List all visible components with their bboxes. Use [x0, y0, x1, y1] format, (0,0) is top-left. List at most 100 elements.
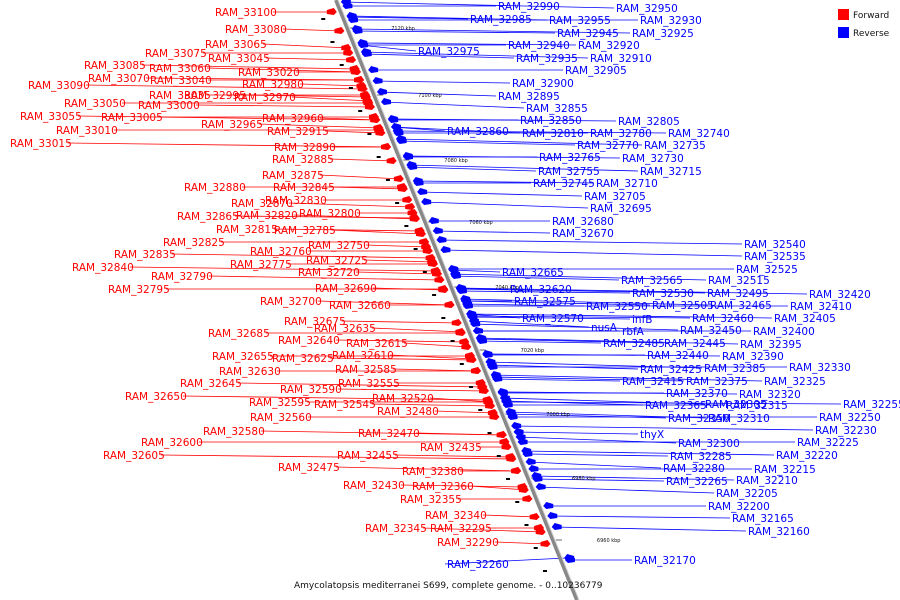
gene-label: RAM_32285 — [670, 451, 732, 463]
gene-glyph — [419, 238, 430, 245]
gene-link — [438, 239, 743, 245]
gene-glyph — [511, 467, 522, 474]
gene-label: RAM_32930 — [640, 15, 702, 27]
feature-marker — [385, 179, 390, 181]
gene-link — [515, 431, 639, 435]
gene-label: RAM_32475 — [278, 462, 340, 474]
feature-marker — [321, 18, 326, 20]
gene-label: RAM_33005 — [101, 112, 163, 124]
gene-glyph — [444, 301, 455, 308]
gene-label: RAM_32705 — [584, 191, 646, 203]
gene-label: RAM_32690 — [315, 283, 377, 295]
gene-link — [335, 339, 468, 343]
gene-link — [354, 30, 556, 34]
gene-glyph — [434, 276, 445, 283]
gene-label: RAM_33020 — [238, 67, 300, 79]
feature-marker — [524, 524, 529, 526]
gene-label: RAM_33055 — [20, 111, 82, 123]
gene-label: RAM_32355 — [400, 494, 462, 506]
gene-label: RAM_32915 — [267, 126, 329, 138]
gene-glyph — [466, 355, 477, 362]
gene-label: RAM_32945 — [557, 28, 619, 40]
gene-glyph — [460, 295, 471, 302]
feature-marker — [422, 271, 427, 273]
gene-link — [527, 461, 662, 469]
gene-label: RAM_33075 — [145, 48, 207, 60]
gene-glyph — [511, 422, 522, 429]
gene-label: RAM_32485 — [603, 338, 665, 350]
gene-link — [494, 378, 621, 382]
axis-tick-label: 7080 kbp — [444, 158, 468, 164]
gene-glyph — [531, 472, 542, 479]
gene-glyph — [543, 502, 554, 509]
legend-reverse-label: Reverse — [853, 29, 890, 39]
gene-glyph — [440, 246, 451, 253]
gene-label: RAM_32555 — [338, 378, 400, 390]
gene-link — [265, 57, 355, 61]
gene-label: RAM_32400 — [753, 326, 815, 338]
gene-link — [503, 401, 842, 405]
gene-label: RAM_32515 — [708, 275, 770, 287]
gene-link — [365, 244, 430, 248]
gene-glyph — [529, 513, 540, 520]
feature-marker — [348, 87, 353, 89]
gene-glyph — [350, 68, 361, 75]
gene-label: RAM_32655 — [212, 351, 274, 363]
gene-link — [348, 16, 469, 20]
gene-link — [403, 342, 470, 348]
gene-glyph — [370, 116, 381, 123]
gene-link — [452, 273, 707, 281]
feature-marker — [450, 340, 455, 342]
gene-glyph — [535, 483, 546, 490]
gene-link — [478, 338, 663, 344]
gene-label: RAM_32545 — [314, 399, 376, 411]
gene-glyph — [364, 103, 375, 110]
genome-axis-highlight — [337, 0, 580, 600]
gene-label: RAM_32820 — [236, 210, 298, 222]
gene-glyph — [485, 358, 496, 365]
feature-marker — [496, 455, 501, 457]
gene-glyph — [432, 227, 443, 234]
feature-marker — [441, 317, 446, 319]
gene-label: RAM_32165 — [732, 513, 794, 525]
gene-label: RAM_32870 — [231, 198, 293, 210]
gene-label: RAM_32415 — [622, 376, 684, 388]
axis-tick-label: 7000 kbp — [546, 412, 570, 418]
gene-label: RAM_32755 — [538, 166, 600, 178]
gene-link — [392, 368, 480, 372]
gene-glyph — [551, 523, 562, 530]
gene-label: RAM_32920 — [578, 40, 640, 52]
gene-link — [398, 140, 576, 146]
gene-link-lines — [67, 1, 842, 565]
gene-label: RAM_32605 — [103, 450, 165, 462]
gene-link — [208, 275, 443, 281]
axis-tick-label: 7120 kbp — [391, 26, 415, 32]
gene-label: RAM_32795 — [108, 284, 170, 296]
gene-glyph — [487, 409, 498, 416]
gene-link — [394, 454, 514, 458]
genome-axis-line — [334, 0, 579, 600]
gene-glyph — [499, 438, 510, 445]
gene-label: RAM_32265 — [666, 476, 728, 488]
feature-marker — [432, 294, 437, 296]
gene-link — [258, 123, 382, 129]
gene-link — [171, 253, 434, 259]
gene-label: RAM_32225 — [797, 437, 859, 449]
gene-link — [414, 180, 595, 184]
gene-glyph — [432, 270, 443, 277]
gene-glyph — [354, 76, 365, 83]
gene-glyph — [402, 196, 413, 203]
gene-label: RAM_33080 — [225, 24, 287, 36]
gene-glyph — [455, 329, 466, 336]
gene-link — [299, 83, 365, 87]
gene-label: RAM_32550 — [586, 301, 648, 313]
gene-label: RAM_32960 — [262, 113, 324, 125]
gene-glyph — [528, 465, 539, 472]
gene-label: RAM_32760 — [250, 246, 312, 258]
gene-link — [371, 327, 464, 333]
gene-glyph — [397, 185, 408, 192]
gene-link — [429, 397, 492, 403]
feature-marker — [330, 41, 335, 43]
gene-glyph — [343, 49, 354, 56]
